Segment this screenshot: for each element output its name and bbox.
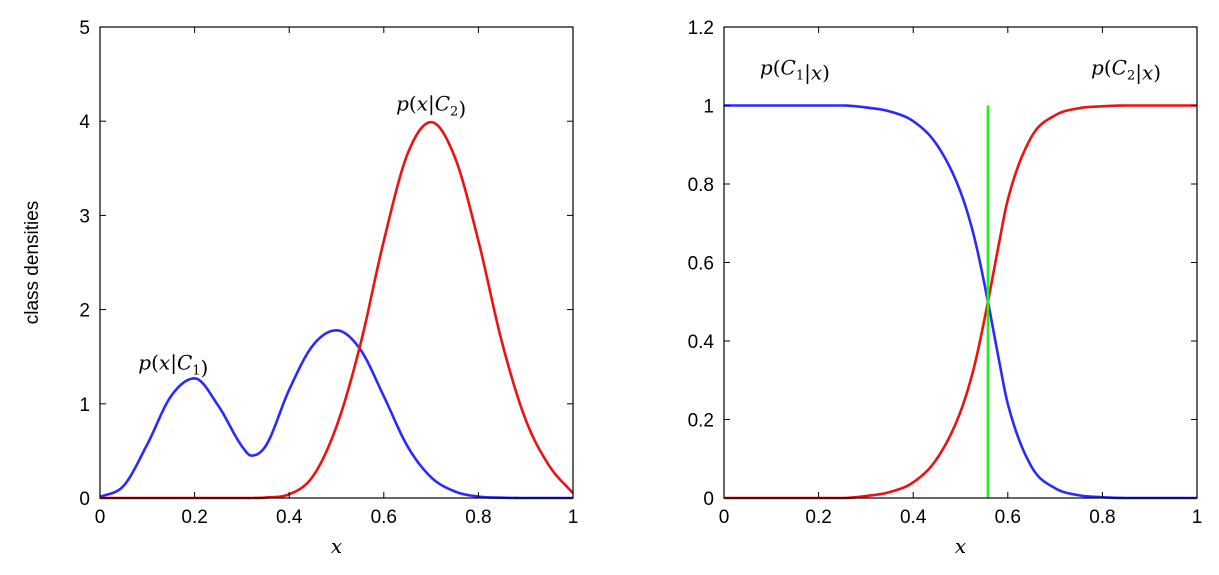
x-tick-label: 0 bbox=[95, 507, 106, 528]
y-tick-label: 3 bbox=[79, 206, 90, 227]
x-axis-label: x bbox=[955, 534, 966, 558]
y-tick-label: 0.2 bbox=[688, 411, 714, 432]
y-tick-label: 0.6 bbox=[688, 254, 714, 275]
x-axis-label: x bbox=[331, 534, 342, 558]
plot-frame bbox=[723, 26, 1198, 499]
x-tick-label: 0.4 bbox=[900, 507, 927, 528]
annotation-p-x-c1-: p(x|C1) bbox=[138, 350, 208, 379]
y-tick-label: 2 bbox=[79, 301, 90, 322]
x-tick-label: 0.6 bbox=[371, 507, 397, 528]
y-tick-label: 4 bbox=[79, 112, 90, 133]
y-axis-label: class densities bbox=[22, 201, 43, 325]
y-tick-label: 1 bbox=[703, 97, 714, 118]
x-tick-label: 1 bbox=[568, 507, 579, 528]
y-tick-label: 1 bbox=[79, 395, 90, 416]
series-line-p-c1-x- bbox=[724, 104, 1197, 500]
annotation-p-c2-x-: p(C2|x) bbox=[1091, 55, 1161, 85]
series-line-p-c2-x- bbox=[724, 104, 1197, 500]
annotation-p-c1-x-: p(C1|x) bbox=[760, 55, 830, 85]
x-tick-label: 0.8 bbox=[465, 507, 491, 528]
plot-frame bbox=[99, 26, 574, 499]
chart-panel-1: 0 0.2 0.4 0.6 0.8 1 0 1 2 3 4 5 x class densities p(x|… bbox=[22, 18, 578, 558]
y-tick-label: 0 bbox=[703, 489, 714, 510]
x-tick-label: 0.2 bbox=[805, 507, 831, 528]
x-tick-label: 0.8 bbox=[1089, 507, 1115, 528]
series-line-p-x-c2- bbox=[100, 120, 574, 500]
y-tick-label: 0.8 bbox=[688, 175, 714, 196]
x-tick-label: 0.6 bbox=[995, 507, 1021, 528]
x-tick-label: 1 bbox=[1192, 507, 1203, 528]
y-tick-label: 1.2 bbox=[688, 18, 714, 39]
y-tick-label: 0 bbox=[79, 489, 90, 510]
x-tick-label: 0 bbox=[719, 507, 730, 528]
x-tick-label: 0.4 bbox=[276, 507, 303, 528]
chart-panel-2: 0 0.2 0.4 0.6 0.8 1 0 0.2 0.4 0.6 0.8 1 1.2 x p(C1|x) p… bbox=[688, 18, 1203, 558]
y-tick-label: 0.4 bbox=[688, 332, 715, 353]
annotation-p-x-c2-: p(x|C2) bbox=[396, 91, 466, 120]
y-tick-label: 5 bbox=[79, 18, 90, 39]
x-tick-label: 0.2 bbox=[181, 507, 207, 528]
